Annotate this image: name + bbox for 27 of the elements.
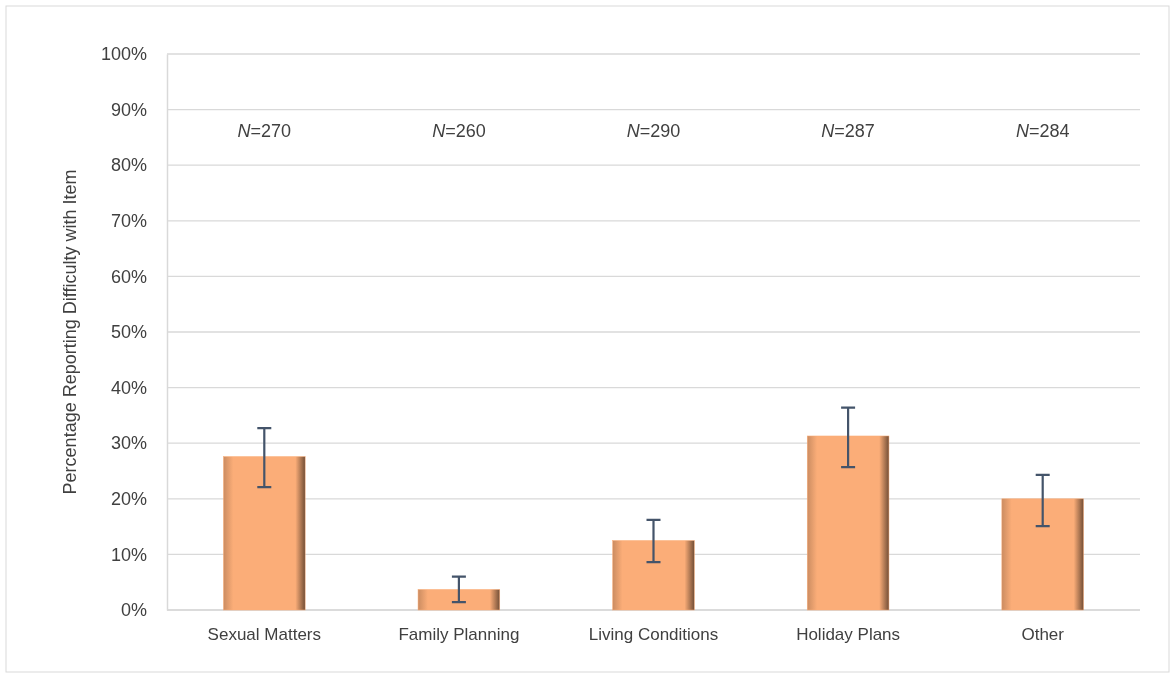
y-tick-label: 40% [110,377,147,398]
y-tick-label: 10% [110,544,147,565]
y-tick-label: 90% [110,99,147,120]
y-tick-label: 30% [110,433,147,454]
annotation: N=260 [432,120,486,141]
y-tick-label: 70% [110,211,147,232]
y-axis-title: Percentage Reporting Difficulty with Item [60,169,80,495]
annotation: N=270 [237,120,292,141]
y-tick-label: 100% [100,44,147,65]
y-tick-label: 0% [120,600,147,621]
bar [1001,498,1084,611]
x-tick-label: Sexual Matters [207,625,321,645]
x-tick-label: Holiday Plans [796,625,901,645]
bar [612,540,695,611]
y-tick-label: 50% [110,322,147,343]
y-tick-label: 80% [110,155,147,176]
annotation: N=287 [821,120,875,141]
x-tick-label: Living Conditions [588,625,719,645]
annotation: N=290 [626,120,681,141]
bar [417,589,501,611]
x-tick-label: Other [1021,625,1065,645]
y-tick-label: 20% [110,489,147,510]
x-tick-label: Family Planning [398,625,520,645]
y-tick-label: 60% [110,266,147,287]
annotation: N=284 [1015,120,1070,141]
bar [806,435,890,611]
bar [223,456,306,611]
